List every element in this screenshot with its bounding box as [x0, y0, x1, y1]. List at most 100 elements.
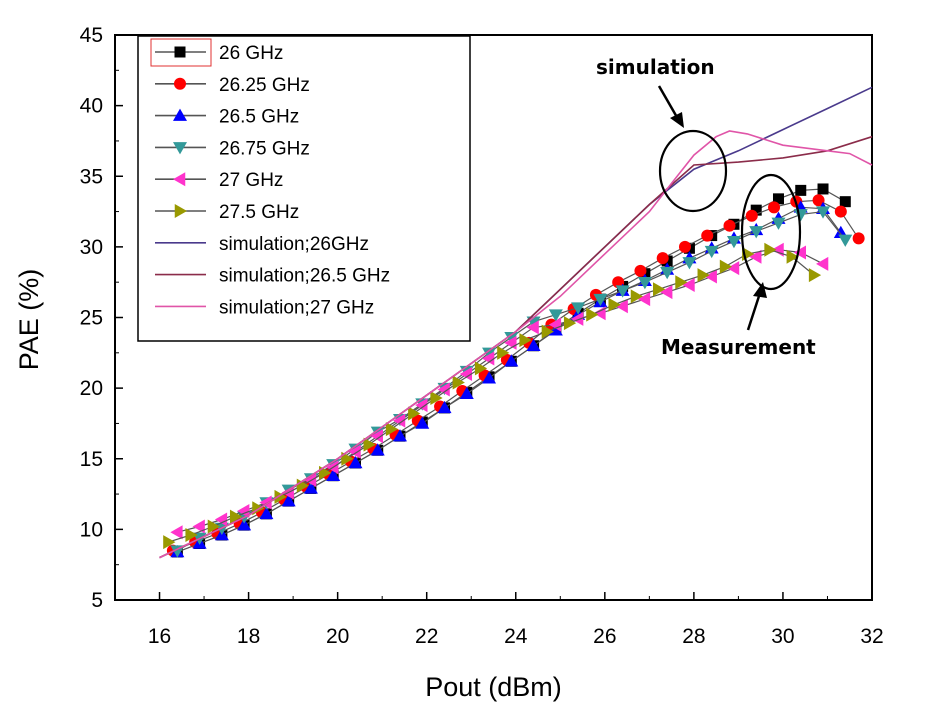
data-point — [392, 413, 406, 428]
legend-entry: 27 GHz — [155, 170, 283, 191]
data-point — [237, 518, 252, 531]
data-point — [474, 361, 488, 376]
data-point — [682, 278, 695, 293]
data-point — [163, 535, 176, 550]
data-point — [548, 309, 563, 322]
data-point — [817, 183, 829, 195]
legend-label: 27 GHz — [219, 170, 283, 191]
legend-label: simulation;26.5 GHz — [219, 266, 390, 287]
data-point — [259, 495, 272, 510]
legend-entry: simulation;27 GHz — [155, 297, 374, 318]
data-point — [326, 468, 341, 481]
data-point — [615, 299, 628, 314]
data-point — [637, 292, 651, 307]
x-tick-label: 26 — [593, 625, 616, 648]
data-point — [348, 455, 363, 469]
data-point — [630, 289, 643, 304]
data-point — [363, 437, 376, 452]
data-point — [771, 217, 786, 230]
legend-entry: 26.75 GHz — [155, 138, 310, 159]
legend-marker — [173, 108, 187, 121]
data-point — [838, 234, 853, 247]
data-point — [816, 206, 831, 219]
legend-box — [137, 35, 471, 342]
data-point — [660, 285, 673, 300]
data-point — [682, 257, 697, 270]
data-point — [437, 400, 452, 414]
data-point — [656, 252, 669, 265]
legend-marker — [174, 77, 186, 90]
legend-marker — [174, 46, 186, 58]
data-point — [192, 519, 205, 534]
data-point — [341, 451, 354, 466]
measurement-ellipse — [740, 173, 802, 291]
legend-entry: 26.25 GHz — [155, 75, 310, 96]
legend-entry: simulation;26.5 GHz — [155, 266, 390, 287]
data-point — [634, 264, 647, 277]
data-point — [430, 391, 443, 406]
data-point — [768, 201, 781, 214]
data-point — [541, 324, 554, 339]
data-point — [726, 261, 740, 276]
data-point — [637, 276, 652, 290]
annotation-measurement: Measurement — [661, 335, 816, 359]
data-point — [526, 320, 539, 335]
legend-marker — [173, 142, 187, 155]
data-point — [370, 429, 383, 444]
annotation-simulation: simulation — [596, 55, 715, 79]
data-point — [497, 345, 510, 360]
y-tick-label: 15 — [80, 448, 103, 471]
data-point — [764, 242, 777, 257]
legend-label: 26.5 GHz — [219, 107, 299, 128]
y-tick-label: 40 — [80, 95, 103, 118]
x-tick-label: 20 — [326, 625, 349, 648]
annotations: simulation Measurement — [596, 55, 816, 359]
series-line — [159, 130, 873, 559]
series-4 — [170, 242, 829, 540]
data-point — [207, 519, 220, 534]
data-point — [772, 193, 784, 205]
x-tick-label: 32 — [860, 625, 883, 648]
data-point — [678, 240, 691, 253]
legend-marker — [174, 204, 187, 218]
data-point — [808, 268, 822, 283]
series-8 — [159, 130, 873, 559]
legend-label: 26.25 GHz — [219, 75, 310, 96]
x-tick-label: 22 — [415, 625, 438, 648]
legend-label: 27.5 GHz — [219, 202, 299, 223]
data-point — [793, 209, 808, 222]
data-point — [415, 398, 428, 413]
data-point — [526, 338, 541, 351]
data-point — [259, 506, 274, 520]
x-tick-label: 30 — [771, 625, 794, 648]
data-point — [615, 285, 630, 298]
y-tick-label: 45 — [80, 24, 103, 47]
legend-label: 26 GHz — [219, 43, 283, 64]
legend: 26 GHz 26.25 GHz 26.5 GHz 26.75 GHz 27 GHz 27… — [137, 35, 471, 342]
data-point — [795, 184, 807, 196]
data-point — [459, 367, 473, 381]
legend-marker — [173, 172, 186, 187]
data-point — [812, 194, 825, 207]
data-point — [745, 209, 758, 222]
legend-entry: 26.5 GHz — [155, 107, 299, 128]
data-point — [370, 443, 385, 456]
data-point — [482, 351, 495, 366]
data-point — [701, 229, 714, 242]
data-point — [675, 275, 688, 290]
data-point — [593, 293, 608, 307]
data-point — [459, 386, 474, 400]
data-point — [548, 317, 562, 332]
data-point — [586, 307, 599, 322]
data-point — [608, 297, 621, 312]
data-point — [415, 416, 430, 429]
data-point — [816, 256, 829, 271]
data-point — [437, 382, 450, 397]
data-point — [303, 472, 317, 487]
y-tick-label: 25 — [80, 307, 103, 330]
legend-selection-box — [150, 38, 212, 67]
data-point — [750, 204, 762, 216]
legend-label: 26.75 GHz — [219, 138, 310, 159]
y-tick-label: 20 — [80, 377, 103, 400]
data-point — [482, 371, 497, 384]
